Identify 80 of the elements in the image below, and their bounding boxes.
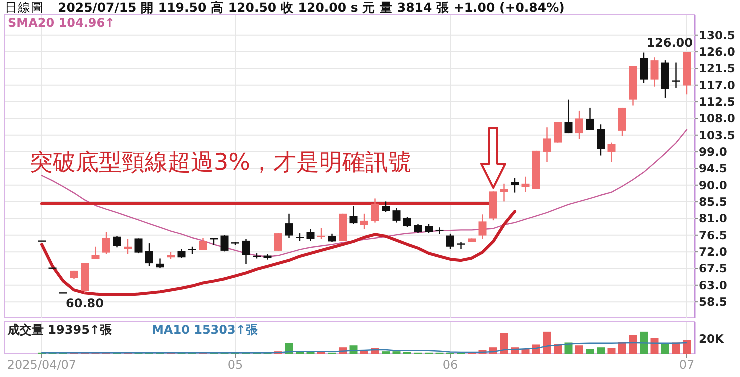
candlestick — [618, 107, 626, 137]
candlestick — [242, 238, 250, 265]
y-tick-label: 81.0 — [699, 212, 728, 226]
bar — [597, 348, 605, 354]
candlestick — [564, 99, 573, 134]
y-tick-label: 58.5 — [699, 295, 728, 310]
y-tick-label: 76.5 — [699, 228, 728, 242]
candlestick — [124, 238, 132, 255]
candlestick — [650, 57, 659, 88]
bar — [683, 340, 691, 354]
candlestick — [199, 237, 208, 251]
series-label: 成交量 19395↑張 — [7, 323, 113, 337]
bar — [662, 344, 670, 354]
bar — [650, 338, 659, 354]
candlestick — [156, 258, 164, 269]
y-tick-label: 85.5 — [699, 195, 728, 210]
bar — [360, 351, 368, 354]
line-series — [40, 210, 516, 297]
candlestick — [178, 248, 186, 259]
chart-title: 日線圖 — [5, 0, 44, 15]
series-label: MA10 15303↑張 — [152, 323, 259, 337]
y-tick-label: 90.0 — [699, 178, 728, 192]
bar — [543, 332, 552, 354]
annotation: 126.00 — [646, 36, 693, 50]
candlestick — [511, 178, 519, 194]
candlestick — [92, 246, 100, 260]
y-tick-label: 63.0 — [699, 278, 728, 292]
candlestick — [371, 198, 380, 224]
candlestick — [274, 232, 282, 252]
annotation: 突破底型頸線超過3%，才是明確訊號 — [30, 150, 412, 176]
y-tick-label: 108.0 — [699, 112, 736, 126]
candlestick — [672, 62, 680, 89]
bar — [629, 335, 638, 354]
x-tick-label: 07 — [679, 358, 695, 372]
y-tick-label: 121.5 — [699, 62, 736, 76]
candlestick — [446, 233, 454, 250]
candlestick — [457, 242, 466, 250]
text: 20K — [699, 332, 726, 346]
bar — [500, 333, 508, 354]
candlestick — [478, 214, 487, 240]
y-tick-label: 126.0 — [699, 45, 736, 60]
candlestick — [586, 107, 594, 131]
candlestick — [404, 216, 412, 228]
y-tick-label: 72.0 — [699, 245, 728, 260]
bar — [640, 332, 648, 354]
chart-subtitle: 2025/07/15 開 119.50 高 120.50 收 120.00 s 元 量 3814 張 +1.00 (+0.84%) — [58, 0, 565, 15]
candlestick — [522, 176, 530, 193]
candlestick — [382, 201, 390, 213]
candlestick — [220, 234, 229, 252]
candlestick — [134, 238, 143, 254]
candlestick — [554, 121, 562, 144]
candlestick — [597, 124, 605, 156]
y-tick-label: 117.0 — [699, 78, 736, 92]
candlestick — [285, 213, 294, 239]
candlestick — [392, 207, 401, 224]
candlestick — [543, 127, 552, 164]
x-tick-label: 2025/04/07 — [7, 358, 77, 372]
y-tick-label: 94.5 — [699, 162, 728, 176]
candlestick — [113, 236, 122, 248]
candlestick — [350, 206, 358, 225]
text: SMA20 104.96↑ — [8, 16, 116, 30]
bar — [576, 346, 584, 354]
x-tick-label: 05 — [228, 358, 244, 372]
candlestick — [102, 231, 110, 255]
y-tick-label: 103.5 — [699, 128, 736, 142]
bar — [608, 348, 616, 354]
annotation: 60.80 — [66, 296, 104, 311]
y-tick-label: 67.5 — [699, 262, 728, 276]
candlestick — [608, 142, 616, 163]
x-tick-label: 06 — [442, 358, 458, 372]
y-tick-label: 112.5 — [699, 95, 736, 110]
candlestick — [500, 183, 508, 202]
candlestick — [360, 213, 368, 230]
y-tick-label: 130.5 — [699, 28, 736, 42]
candlestick — [640, 52, 648, 84]
candlestick — [576, 110, 584, 140]
bar — [586, 349, 594, 354]
candlestick — [306, 228, 315, 242]
candlestick — [146, 242, 154, 268]
y-tick-label: 99.0 — [699, 145, 728, 160]
